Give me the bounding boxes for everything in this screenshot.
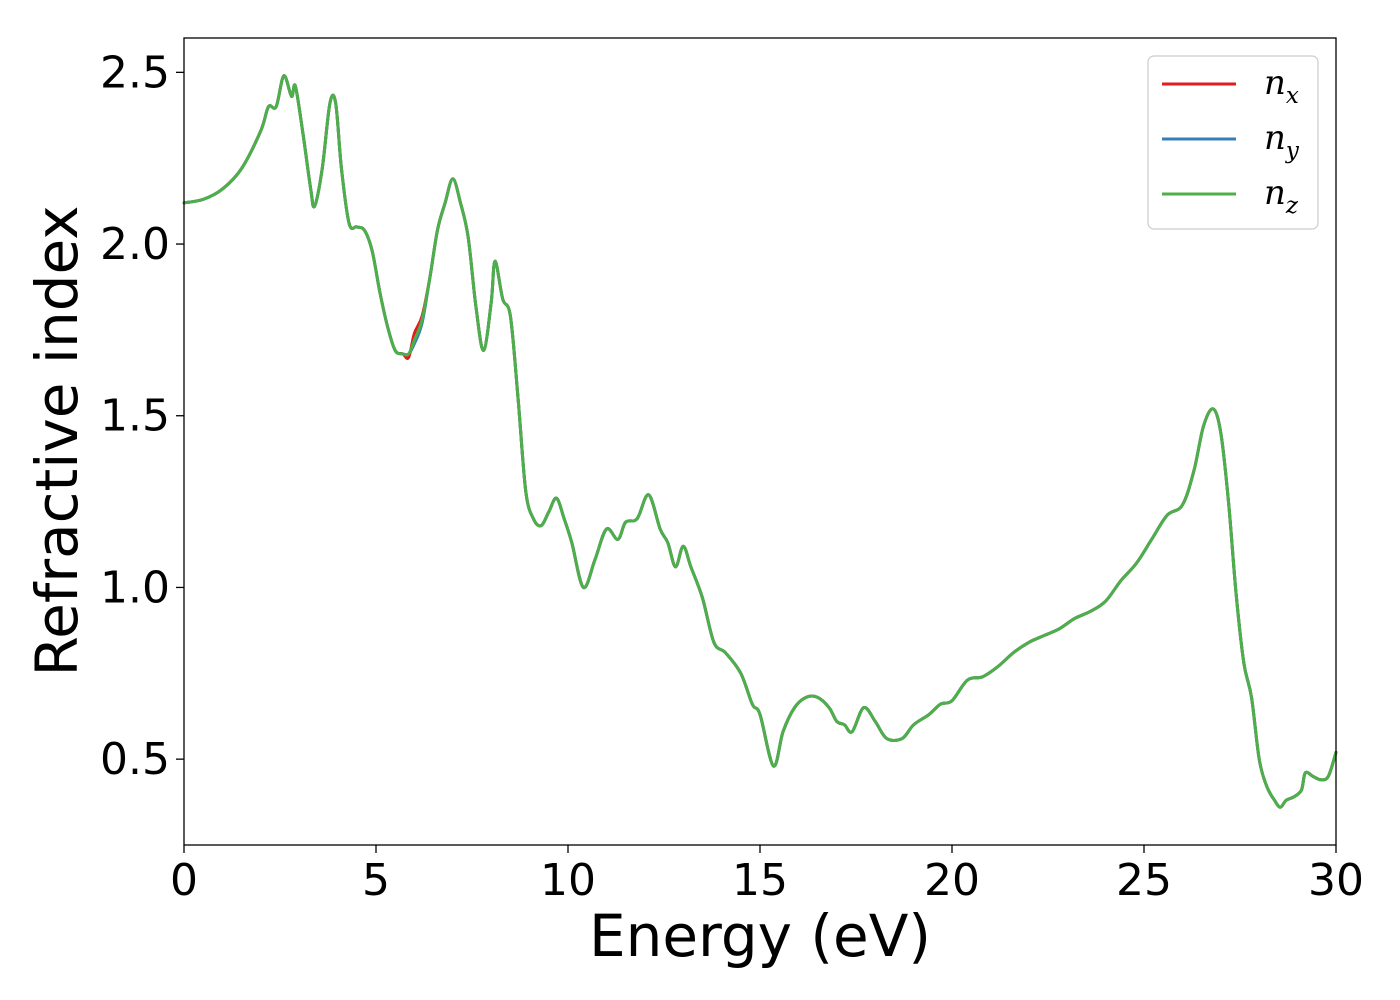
y-tick-label: 1.5 — [100, 391, 170, 442]
x-tick-label: 20 — [924, 855, 980, 906]
legend-label-y: ny — [1264, 118, 1300, 164]
series-line-z — [182, 74, 1338, 809]
y-tick-label: 0.5 — [100, 734, 170, 785]
legend-label-x: nx — [1264, 63, 1299, 109]
y-tick-label: 2.0 — [100, 219, 170, 270]
x-tick-label: 25 — [1116, 855, 1172, 906]
x-axis-ticks: 0 5 10 15 20 25 30 — [170, 845, 1364, 906]
y-tick-label: 1.0 — [100, 562, 170, 613]
y-axis-title: Refractive index — [23, 205, 91, 676]
series-layer — [182, 74, 1338, 809]
x-tick-label: 15 — [732, 855, 788, 906]
x-axis-title: Energy (eV) — [589, 902, 931, 970]
legend-box — [1147, 55, 1319, 230]
y-tick-label: 2.5 — [100, 47, 170, 98]
x-tick-label: 10 — [540, 855, 596, 906]
y-axis-ticks: 0.5 1.0 1.5 2.0 2.5 — [100, 47, 184, 785]
x-tick-label: 5 — [362, 855, 390, 906]
x-tick-label: 0 — [170, 855, 198, 906]
x-tick-label: 30 — [1308, 855, 1364, 906]
